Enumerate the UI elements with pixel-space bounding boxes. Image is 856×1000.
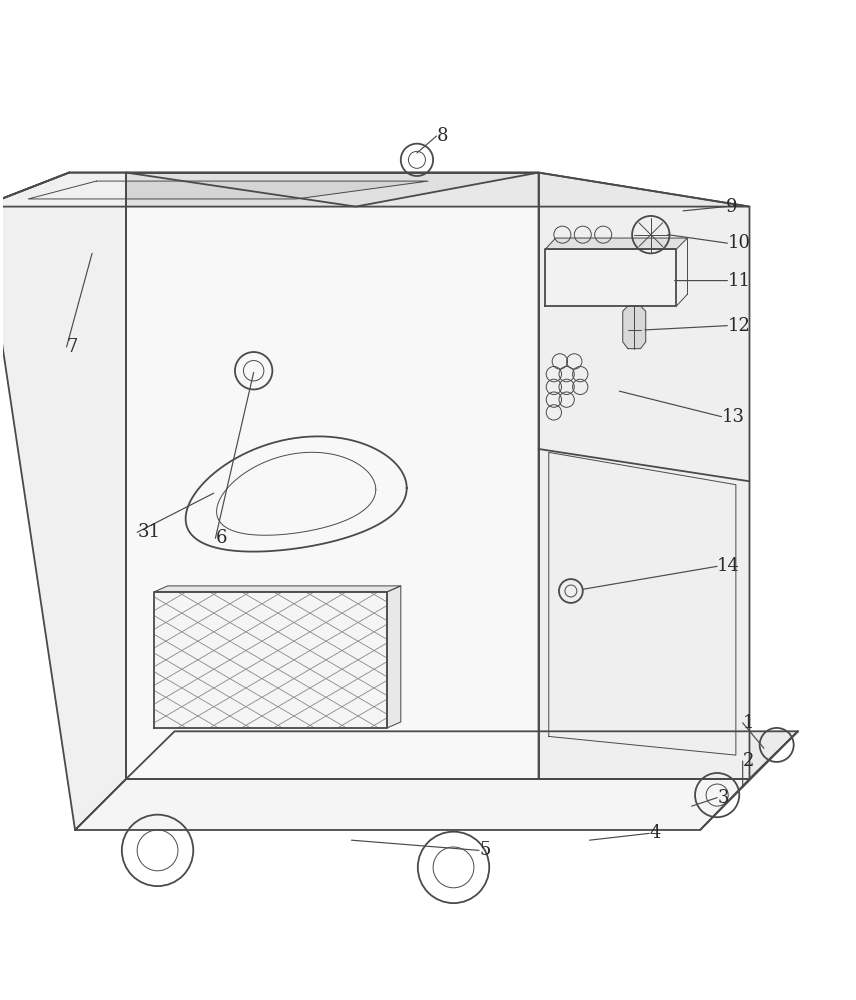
Text: 1: 1 xyxy=(743,714,754,732)
Polygon shape xyxy=(154,586,401,592)
Polygon shape xyxy=(75,779,750,830)
Polygon shape xyxy=(545,249,676,306)
Text: 31: 31 xyxy=(137,523,160,541)
Text: 2: 2 xyxy=(743,752,754,770)
Polygon shape xyxy=(538,173,750,779)
Polygon shape xyxy=(0,173,538,207)
Polygon shape xyxy=(0,173,126,830)
Polygon shape xyxy=(126,173,750,207)
Polygon shape xyxy=(387,586,401,728)
Text: 6: 6 xyxy=(216,529,227,547)
Text: 10: 10 xyxy=(728,234,751,252)
Polygon shape xyxy=(126,173,538,779)
Text: 14: 14 xyxy=(717,557,740,575)
Text: 7: 7 xyxy=(67,338,78,356)
Polygon shape xyxy=(154,592,387,728)
Polygon shape xyxy=(126,731,798,779)
Text: 4: 4 xyxy=(649,824,661,842)
Bar xyxy=(154,592,387,728)
Polygon shape xyxy=(545,238,687,249)
Text: 13: 13 xyxy=(722,408,745,426)
Text: 3: 3 xyxy=(717,789,728,807)
Text: 9: 9 xyxy=(726,198,737,216)
Text: 8: 8 xyxy=(437,127,448,145)
Polygon shape xyxy=(28,181,428,199)
Text: 12: 12 xyxy=(728,317,750,335)
Polygon shape xyxy=(623,306,645,349)
Text: 11: 11 xyxy=(728,272,751,290)
Text: 5: 5 xyxy=(479,841,490,859)
